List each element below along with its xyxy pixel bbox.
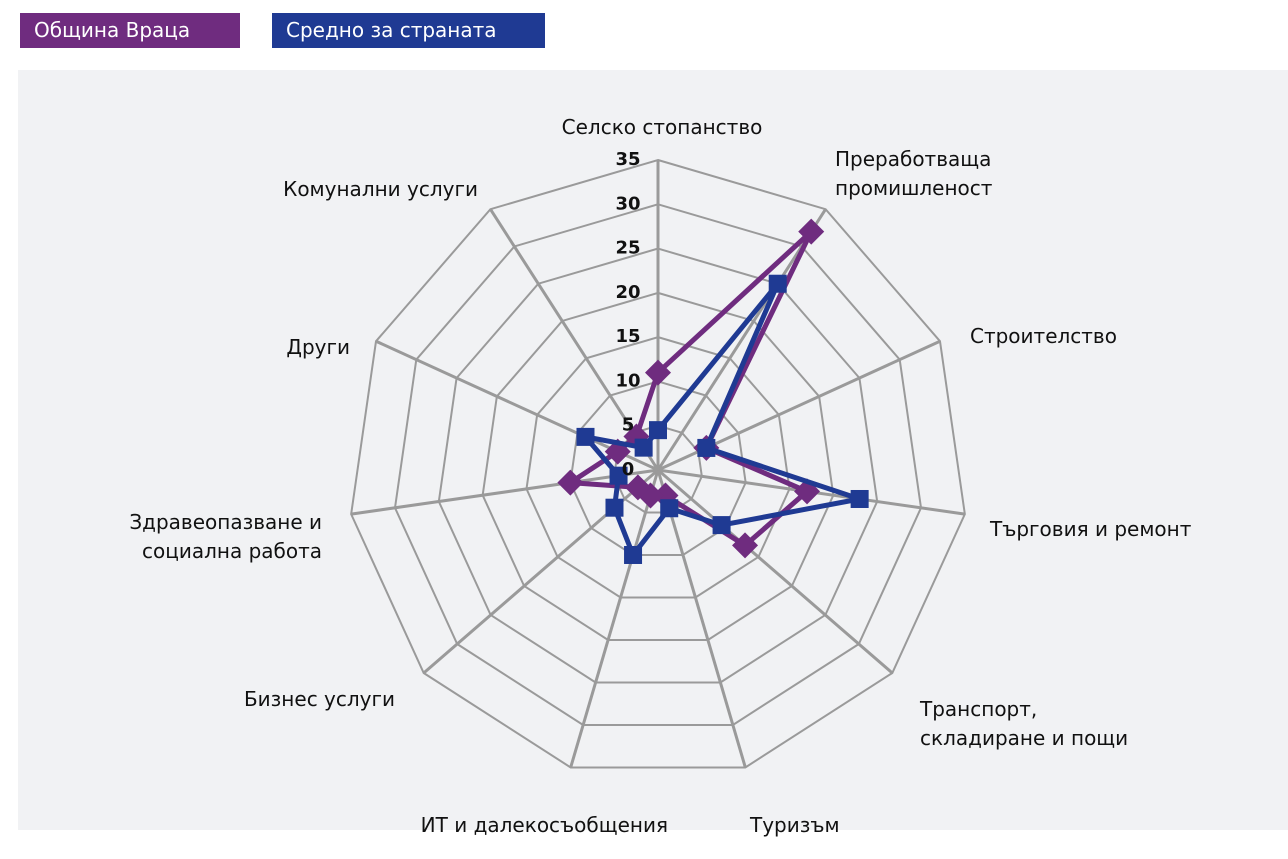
category-label: Комунални услуги — [283, 177, 478, 201]
category-label: Други — [286, 335, 350, 359]
grid-ring — [525, 336, 791, 599]
grid-ring — [350, 158, 966, 769]
marker — [624, 545, 643, 564]
category-label: Строителство — [970, 324, 1117, 348]
marker — [732, 532, 759, 559]
plot-background — [18, 70, 1288, 830]
category-label: Туризъм — [750, 813, 840, 837]
marker — [850, 489, 869, 508]
marker — [768, 274, 787, 293]
axis-spoke — [489, 208, 660, 471]
axis-spoke — [656, 208, 827, 471]
tick-label: 10 — [615, 370, 640, 391]
axis-spoke — [657, 468, 894, 675]
marker — [798, 218, 825, 245]
tick-label: 35 — [615, 149, 640, 170]
marker — [697, 438, 716, 457]
tick-label: 0 — [622, 459, 635, 480]
category-label: ИТ и далекосъобщения — [420, 813, 668, 837]
tick-label: 5 — [622, 415, 635, 436]
category-label: Преработваща промишленост — [835, 147, 993, 200]
marker — [624, 474, 651, 501]
marker — [649, 421, 667, 440]
grid-ring — [569, 380, 747, 556]
series-line — [582, 281, 863, 558]
marker — [634, 438, 653, 457]
marker — [645, 359, 671, 386]
axis-spoke — [350, 468, 659, 516]
tick-label: 25 — [615, 238, 640, 259]
category-label: Бизнес услуги — [243, 687, 395, 711]
category-label: Търговия и ремонт — [990, 517, 1192, 541]
category-label: Селско стопанство — [561, 115, 763, 139]
axis-spoke — [656, 469, 747, 768]
legend-item: Средно за страната — [272, 13, 545, 48]
marker — [557, 469, 584, 496]
grid-ring — [481, 291, 835, 641]
marker — [605, 498, 624, 517]
marker — [712, 516, 731, 535]
axis-spoke — [569, 469, 660, 768]
marker — [576, 427, 595, 446]
tick-label: 30 — [615, 193, 640, 214]
tick-label: 15 — [615, 326, 640, 347]
legend-item: Община Враца — [20, 13, 240, 48]
marker — [660, 499, 679, 518]
tick-label: 20 — [615, 282, 640, 303]
marker — [609, 466, 628, 485]
grid-ring — [437, 247, 879, 684]
category-label: Транспорт, складиране и пощи — [920, 697, 1129, 750]
category-label: Здравеопазване и социална работа — [129, 510, 322, 563]
grid-ring — [393, 203, 923, 726]
